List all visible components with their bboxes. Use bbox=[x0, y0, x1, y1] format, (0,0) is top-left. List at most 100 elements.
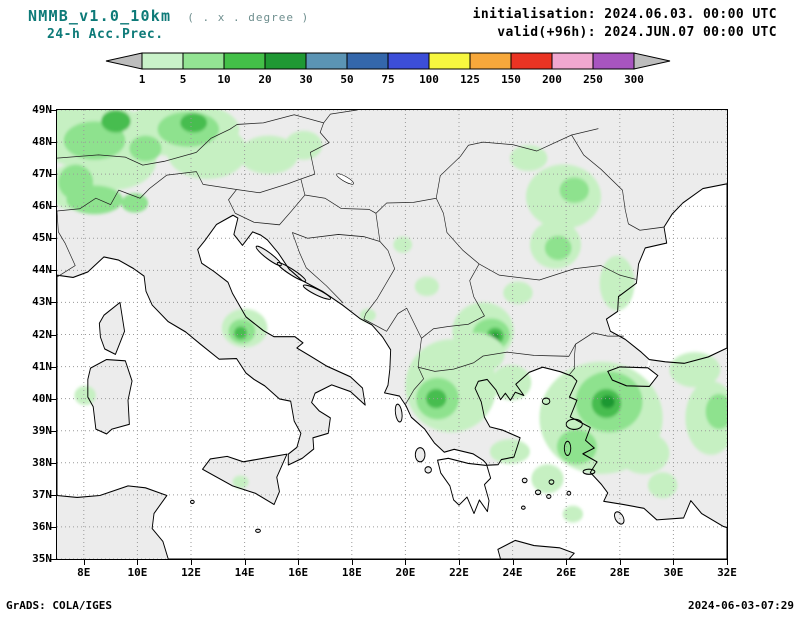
lat-axis-label: 46N bbox=[32, 199, 52, 213]
colorbar-tick-label: 50 bbox=[340, 73, 353, 86]
init-time-label: initialisation: 2024.06.03. 00:00 UTC bbox=[472, 7, 777, 22]
lat-tick bbox=[51, 398, 56, 400]
lat-tick bbox=[51, 174, 56, 176]
lat-tick bbox=[51, 430, 56, 432]
lat-axis-label: 36N bbox=[32, 519, 52, 533]
precip-area-level-1 bbox=[489, 439, 531, 464]
border-line bbox=[363, 213, 396, 320]
lon-axis-label: 22E bbox=[449, 566, 469, 579]
header-left: NMMB_v1.0_10km ( . x . degree ) bbox=[28, 6, 309, 25]
lat-axis-label: 48N bbox=[32, 135, 52, 149]
precip-area-level-1 bbox=[74, 385, 96, 406]
lat-axis-label: 47N bbox=[32, 167, 52, 181]
lon-axis-label: 30E bbox=[663, 566, 684, 579]
colorbar-segment bbox=[510, 52, 553, 70]
border-line bbox=[57, 171, 237, 278]
colorbar-right-arrow bbox=[633, 52, 671, 70]
lon-axis-label: 24E bbox=[502, 566, 523, 579]
grads-credit: GrADS: COLA/IGES bbox=[6, 599, 112, 612]
lat-axis-label: 42N bbox=[32, 327, 52, 341]
precip-area-level-1 bbox=[562, 505, 584, 523]
border-line bbox=[435, 198, 636, 281]
precip-area-level-3 bbox=[180, 113, 208, 133]
border-line bbox=[363, 307, 422, 339]
lon-tick bbox=[191, 560, 192, 565]
colorbar-segment bbox=[182, 52, 225, 70]
colorbar-tick-label: 10 bbox=[217, 73, 230, 86]
border-line bbox=[571, 134, 665, 231]
lake-balaton bbox=[336, 173, 354, 185]
colorbar-segment bbox=[346, 52, 389, 70]
precip-area-level-1 bbox=[414, 276, 439, 297]
header-right: initialisation: 2024.06.03. 00:00 UTC va… bbox=[473, 6, 777, 42]
precip-area-level-1 bbox=[445, 332, 505, 375]
lat-axis-label: 44N bbox=[32, 263, 52, 277]
lat-tick bbox=[51, 238, 56, 240]
precip-area-level-1 bbox=[509, 145, 548, 171]
valid-time-label: valid(+96h): 2024.JUN.07 00:00 UTC bbox=[497, 25, 777, 40]
lon-axis-label: 14E bbox=[234, 566, 255, 579]
border-line bbox=[405, 263, 485, 405]
colorbar-segment bbox=[305, 52, 348, 70]
model-name: NMMB_v1.0_10km bbox=[28, 7, 172, 25]
geo-stroke-layer bbox=[57, 110, 727, 559]
precip-colorbar-legend: 1 5 10 20 30 50 75 100 125 150 200 250 300 bbox=[105, 52, 671, 86]
lon-tick bbox=[298, 560, 300, 565]
lon-tick bbox=[351, 560, 353, 565]
creation-timestamp: 2024-06-03-07:29 bbox=[688, 599, 794, 612]
lon-axis-label: 16E bbox=[288, 566, 309, 579]
lon-tick bbox=[566, 560, 568, 565]
precip-area-level-1 bbox=[491, 364, 532, 401]
precip-area-level-3 bbox=[426, 389, 447, 409]
colorbar-tick-label: 150 bbox=[501, 73, 521, 86]
precip-area-level-2 bbox=[121, 193, 149, 213]
colorbar-segment bbox=[387, 52, 430, 70]
colorbar-segment bbox=[223, 52, 266, 70]
lat-axis-label: 38N bbox=[32, 455, 52, 469]
precip-area-level-3 bbox=[234, 326, 248, 340]
lon-axis-label: 12E bbox=[181, 566, 201, 579]
product-name: 24-h Acc.Prec. bbox=[47, 27, 164, 42]
colorbar-tick-label: 100 bbox=[419, 73, 439, 86]
lat-tick bbox=[51, 334, 56, 336]
precip-area-level-1 bbox=[531, 464, 564, 494]
precip-area-level-1 bbox=[393, 236, 413, 253]
lat-axis-label: 43N bbox=[32, 295, 52, 309]
precip-area-level-1 bbox=[669, 352, 721, 388]
lon-axis-label: 28E bbox=[609, 566, 630, 579]
lat-axis-label: 49N bbox=[32, 103, 52, 116]
map-layers bbox=[57, 110, 727, 559]
border-line bbox=[57, 110, 358, 166]
lat-tick bbox=[51, 526, 56, 528]
border-line bbox=[568, 344, 576, 376]
lat-axis-label: 45N bbox=[32, 231, 52, 245]
precip-area-level-1 bbox=[284, 130, 323, 160]
colorbar-tick-label: 30 bbox=[299, 73, 312, 86]
lon-tick bbox=[512, 560, 514, 565]
border-line bbox=[292, 232, 344, 304]
colorbar-segment bbox=[428, 52, 471, 70]
national-borders bbox=[57, 110, 665, 405]
lon-axis-label: 20E bbox=[395, 566, 416, 579]
precip-layer bbox=[57, 110, 727, 523]
lat-tick bbox=[51, 270, 56, 272]
lat-axis-label: 41N bbox=[32, 359, 52, 373]
lat-axis-label: 37N bbox=[32, 487, 52, 501]
bosphorus-strait bbox=[646, 358, 651, 370]
lon-tick bbox=[405, 560, 407, 565]
colorbar-tick-label: 125 bbox=[460, 73, 480, 86]
lat-tick bbox=[51, 206, 56, 208]
colorbar-tick-label: 300 bbox=[624, 73, 644, 86]
lat-tick bbox=[51, 462, 56, 464]
lat-tick bbox=[51, 366, 56, 368]
precip-area-level-2 bbox=[705, 393, 727, 430]
colorbar-segment bbox=[551, 52, 594, 70]
colorbar-segment bbox=[264, 52, 307, 70]
lat-tick bbox=[51, 142, 56, 144]
colorbar-tick-label: 200 bbox=[542, 73, 562, 86]
border-line bbox=[236, 122, 330, 194]
precip-area-level-2 bbox=[129, 135, 162, 162]
lat-tick bbox=[51, 559, 56, 560]
colorbar-tick-label: 5 bbox=[180, 73, 187, 86]
